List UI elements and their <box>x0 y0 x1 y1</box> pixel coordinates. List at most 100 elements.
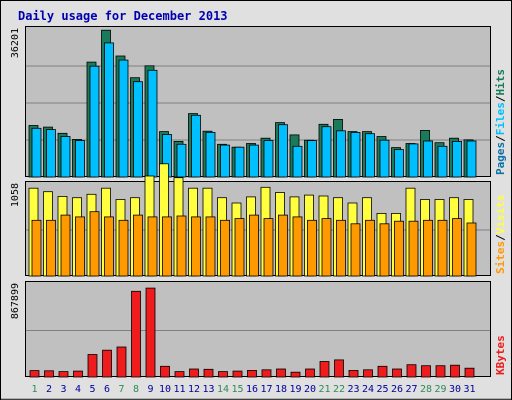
x-tick-label-day-16: 16 <box>246 384 258 395</box>
bar-sites-day-17 <box>263 218 274 277</box>
x-tick-label-day-10: 10 <box>159 384 171 395</box>
bar-sites-day-16 <box>249 214 259 277</box>
legend-separator: / <box>494 135 507 142</box>
x-tick-label-day-13: 13 <box>202 384 214 395</box>
x-tick-label-day-7: 7 <box>118 384 124 395</box>
bar-sites-day-11 <box>176 215 187 277</box>
x-tick-label-day-30: 30 <box>449 384 461 395</box>
x-tick-label-day-12: 12 <box>188 384 200 395</box>
bar-files-day-9 <box>147 69 158 178</box>
bar-sites-day-30 <box>452 218 462 277</box>
x-tick-label-day-20: 20 <box>304 384 316 395</box>
bar-files-day-22 <box>336 130 346 178</box>
legend-separator: / <box>494 95 507 102</box>
bar-files-day-6 <box>104 42 114 178</box>
bar-kbytes-day-19 <box>290 371 301 378</box>
bar-kbytes-day-27 <box>406 364 417 378</box>
legend-kbytes: KBytes <box>494 335 507 375</box>
chart-panels: 36201Pages/Files/Hits1058Sites/Visits867… <box>10 26 507 378</box>
x-tick-label-day-28: 28 <box>420 384 432 395</box>
bar-sites-day-29 <box>437 219 448 277</box>
bar-files-day-20 <box>307 140 317 178</box>
bar-kbytes-day-24 <box>363 369 373 378</box>
bar-sites-day-2 <box>46 219 56 277</box>
bar-files-day-27 <box>408 143 419 178</box>
x-tick-label-day-24: 24 <box>362 384 374 395</box>
legend-item-hits: Hits <box>494 69 507 96</box>
bar-sites-day-22 <box>336 219 346 277</box>
bar-kbytes-day-7 <box>116 346 127 378</box>
bar-files-day-31 <box>466 140 477 178</box>
bar-kbytes-day-31 <box>464 367 475 378</box>
chart-title: Daily usage for December 2013 <box>18 9 228 23</box>
bar-sites-day-12 <box>191 216 201 277</box>
bar-sites-day-27 <box>408 220 419 277</box>
bar-files-day-25 <box>379 139 390 178</box>
y-axis-max-label: 36201 <box>10 28 21 58</box>
x-tick-label-day-31: 31 <box>463 384 475 395</box>
bar-kbytes-day-25 <box>377 365 388 378</box>
bar-sites-day-20 <box>307 219 317 277</box>
bar-files-day-13 <box>205 131 216 178</box>
bar-sites-day-8 <box>133 214 143 277</box>
panel-visits_sites: 1058 Sites/Visits <box>10 163 507 277</box>
bar-kbytes-day-18 <box>276 368 286 378</box>
x-tick-label-day-25: 25 <box>376 384 388 395</box>
x-axis-labels: 1 2 3 4 5 6 7 8 9 10 11 12 13 14 15 16 17 18 19 20 21 22 23 24 2… <box>31 384 475 395</box>
bar-sites-day-26 <box>394 220 404 277</box>
bar-files-day-4 <box>75 140 85 178</box>
legend-item-visits: Visits <box>494 195 507 235</box>
bar-kbytes-day-12 <box>189 368 199 378</box>
x-tick-label-day-11: 11 <box>173 384 185 395</box>
bar-files-day-24 <box>365 133 375 178</box>
bar-sites-day-6 <box>104 216 114 277</box>
bar-kbytes-day-26 <box>392 368 402 378</box>
x-tick-label-day-17: 17 <box>260 384 272 395</box>
bar-kbytes-day-2 <box>44 370 54 378</box>
x-tick-label-day-1: 1 <box>31 384 37 395</box>
bar-sites-day-24 <box>365 219 375 277</box>
x-tick-label-day-8: 8 <box>133 384 139 395</box>
x-tick-label-day-29: 29 <box>434 384 446 395</box>
x-tick-label-day-27: 27 <box>405 384 417 395</box>
bar-kbytes-day-13 <box>203 368 214 378</box>
x-tick-label-day-22: 22 <box>333 384 345 395</box>
x-tick-label-day-4: 4 <box>75 384 81 395</box>
x-tick-label-day-3: 3 <box>60 384 66 395</box>
x-tick-label-day-14: 14 <box>217 384 229 395</box>
panel-kbytes: 867899 KBytes <box>10 281 507 378</box>
bar-kbytes-day-1 <box>29 370 40 378</box>
bar-sites-day-18 <box>278 214 288 277</box>
x-tick-label-day-9: 9 <box>147 384 153 395</box>
bar-sites-day-4 <box>75 216 85 277</box>
bar-sites-day-21 <box>321 218 332 277</box>
bar-sites-day-31 <box>466 222 477 277</box>
bar-files-day-1 <box>31 127 42 178</box>
bar-files-day-21 <box>321 126 332 178</box>
bar-files-day-12 <box>191 114 201 178</box>
x-tick-label-day-18: 18 <box>275 384 287 395</box>
bar-files-day-15 <box>234 146 245 178</box>
bar-kbytes-day-14 <box>218 371 228 378</box>
bar-kbytes-day-20 <box>305 368 315 378</box>
bar-sites-day-13 <box>205 216 216 277</box>
bar-files-day-8 <box>133 81 143 178</box>
bar-sites-day-5 <box>89 211 100 277</box>
bar-kbytes-day-30 <box>450 364 460 378</box>
x-tick-label-day-6: 6 <box>104 384 110 395</box>
bar-kbytes-day-29 <box>435 365 446 378</box>
bar-kbytes-day-5 <box>87 354 98 378</box>
panel-border <box>25 281 491 377</box>
bar-files-day-30 <box>452 140 462 178</box>
bar-sites-day-7 <box>118 219 129 277</box>
bar-kbytes-day-3 <box>58 371 69 378</box>
legend-separator: / <box>494 234 507 241</box>
bar-files-day-2 <box>46 129 56 178</box>
bar-kbytes-day-21 <box>319 361 330 378</box>
bar-files-day-14 <box>220 144 230 178</box>
legend-item-pages: Pages <box>494 142 507 175</box>
bar-files-day-29 <box>437 145 448 178</box>
bar-kbytes-day-10 <box>160 365 170 378</box>
bar-sites-day-14 <box>220 219 230 277</box>
